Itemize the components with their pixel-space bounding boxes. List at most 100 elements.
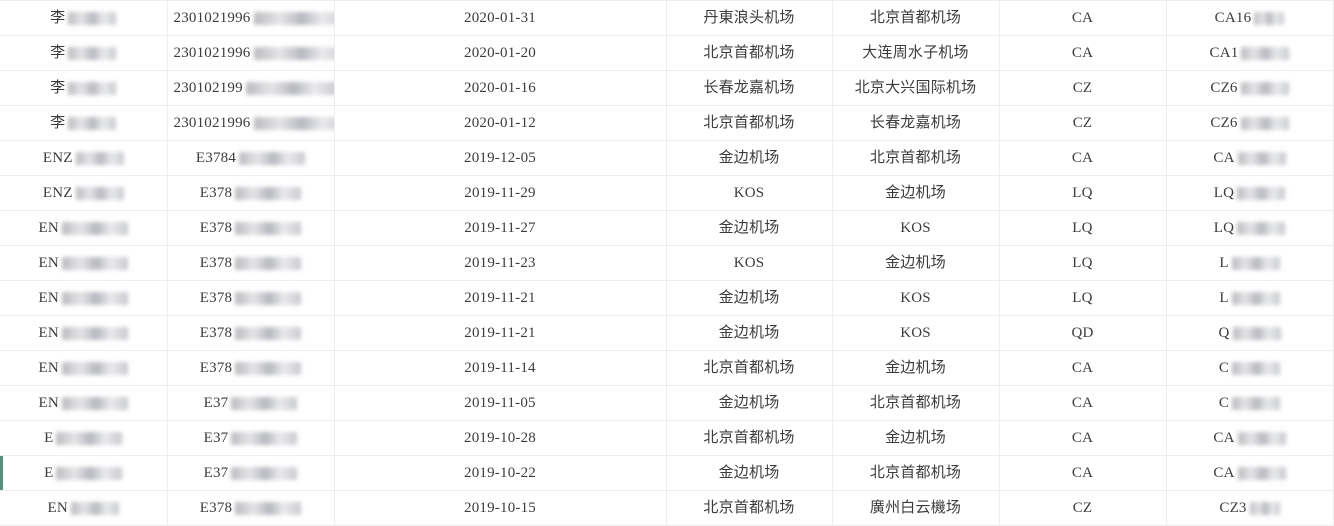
cell-flight_no: CA16	[1166, 0, 1334, 36]
redacted-value	[231, 466, 298, 480]
cell-text: KOS	[900, 324, 931, 341]
cell-content: CZ6	[1210, 80, 1289, 96]
cell-text: ENZ	[42, 184, 73, 201]
cell-arrival: 北京首都机场	[832, 140, 1000, 176]
cell-content: 2019-11-23	[464, 254, 536, 271]
cell-content: 2019-11-21	[464, 324, 536, 341]
cell-text: 金边机场	[718, 219, 780, 236]
cell-content: 廣州白云機场	[870, 500, 961, 516]
cell-content: 金边机场	[885, 430, 946, 446]
cell-name: 李	[0, 0, 168, 36]
redacted-value	[1231, 291, 1280, 305]
cell-content: 北京首都机场	[870, 395, 961, 411]
cell-content: 金边机场	[885, 255, 946, 271]
cell-text: E378	[199, 289, 233, 306]
cell-text: EN	[38, 289, 59, 306]
cell-text: KOS	[900, 289, 931, 306]
cell-flight_no: LQ	[1166, 175, 1334, 211]
table-row[interactable]: 李 2301021996 2020-01-12 北京首都机场 长春龙嘉机场 CZ CZ6	[0, 105, 1334, 141]
cell-content: 北京首都机场	[703, 45, 794, 61]
cell-text: 金边机场	[718, 324, 780, 341]
cell-departure: 丹東浪头机场	[666, 0, 833, 36]
table-row[interactable]: 李 2301021996 2020-01-20 北京首都机场 大连周水子机场 CA CA1	[0, 35, 1334, 71]
cell-text: 2019-11-21	[464, 324, 536, 341]
redacted-value	[231, 431, 298, 445]
cell-date: 2019-11-14	[334, 350, 667, 386]
cell-airline: CA	[999, 350, 1167, 386]
cell-text: LQ	[1072, 184, 1093, 201]
cell-content: C	[1219, 395, 1281, 411]
cell-content: ENZ	[43, 150, 124, 166]
redacted-value	[68, 46, 117, 60]
cell-content: 大连周水子机场	[862, 45, 968, 61]
redacted-value	[245, 81, 333, 95]
cell-text: E37	[203, 394, 229, 411]
cell-flight_no: CA1	[1166, 35, 1334, 71]
redacted-value	[235, 501, 302, 515]
cell-text: E37	[203, 464, 229, 481]
cell-airline: CA	[999, 140, 1167, 176]
cell-text: 2020-01-31	[464, 9, 536, 26]
cell-content: 2019-11-05	[464, 395, 535, 411]
redacted-value	[235, 186, 302, 200]
cell-text: CA	[1213, 149, 1235, 166]
cell-text: CA	[1213, 429, 1235, 446]
redacted-value	[1237, 186, 1286, 200]
cell-text: 北京大兴国际机场	[854, 79, 977, 96]
table-row[interactable]: 李 2301021996 2020-01-31 丹東浪头机场 北京首都机场 CA CA16	[0, 0, 1334, 36]
cell-text: CZ6	[1210, 114, 1238, 131]
cell-text: CZ	[1072, 499, 1093, 516]
cell-content: 北京首都机场	[870, 10, 961, 26]
cell-text: E378	[199, 324, 233, 341]
cell-text: 李	[50, 44, 66, 61]
cell-content: EN	[38, 289, 128, 306]
cell-airline: CA	[999, 455, 1167, 491]
redacted-value	[56, 431, 123, 445]
cell-content: CA	[1072, 360, 1093, 376]
cell-content: 2019-12-05	[464, 150, 536, 166]
cell-content: 2019-10-15	[464, 500, 536, 516]
cell-text: CZ3	[1219, 499, 1247, 516]
cell-departure: 金边机场	[666, 455, 833, 491]
cell-text: 2019-11-23	[464, 254, 536, 271]
cell-content: E378	[200, 360, 302, 376]
cell-text: 金边机场	[718, 394, 780, 411]
cell-date: 2019-11-05	[334, 385, 667, 421]
cell-content: CA	[1213, 149, 1286, 166]
cell-departure: 北京首都机场	[666, 490, 833, 526]
cell-arrival: 北京首都机场	[832, 455, 1000, 491]
cell-id_no: E378	[167, 490, 335, 526]
redacted-value	[68, 11, 117, 25]
cell-content: 丹東浪头机场	[703, 10, 794, 26]
cell-text: EN	[38, 324, 59, 341]
cell-content: EN	[39, 360, 128, 376]
cell-id_no: E3784	[167, 140, 335, 176]
cell-content: KOS	[734, 185, 765, 201]
cell-content: L	[1219, 255, 1280, 271]
cell-text: 北京首都机场	[703, 114, 795, 131]
cell-content: E3784	[196, 150, 306, 166]
cell-id_no: 2301021996	[167, 0, 335, 36]
cell-departure: 金边机场	[666, 315, 833, 351]
cell-content: 2019-11-21	[464, 290, 535, 306]
cell-arrival: 北京大兴国际机场	[832, 70, 1000, 106]
cell-text: 2019-11-14	[464, 359, 536, 376]
cell-id_no: 230102199	[167, 70, 335, 106]
cell-text: E378	[199, 219, 233, 236]
table-row[interactable]: 李 230102199 2020-01-16 长春龙嘉机场 北京大兴国际机场 CZ CZ6	[0, 70, 1334, 106]
cell-content: 2019-11-27	[464, 220, 535, 236]
cell-content: KOS	[734, 255, 765, 271]
cell-text: 金边机场	[718, 289, 780, 306]
